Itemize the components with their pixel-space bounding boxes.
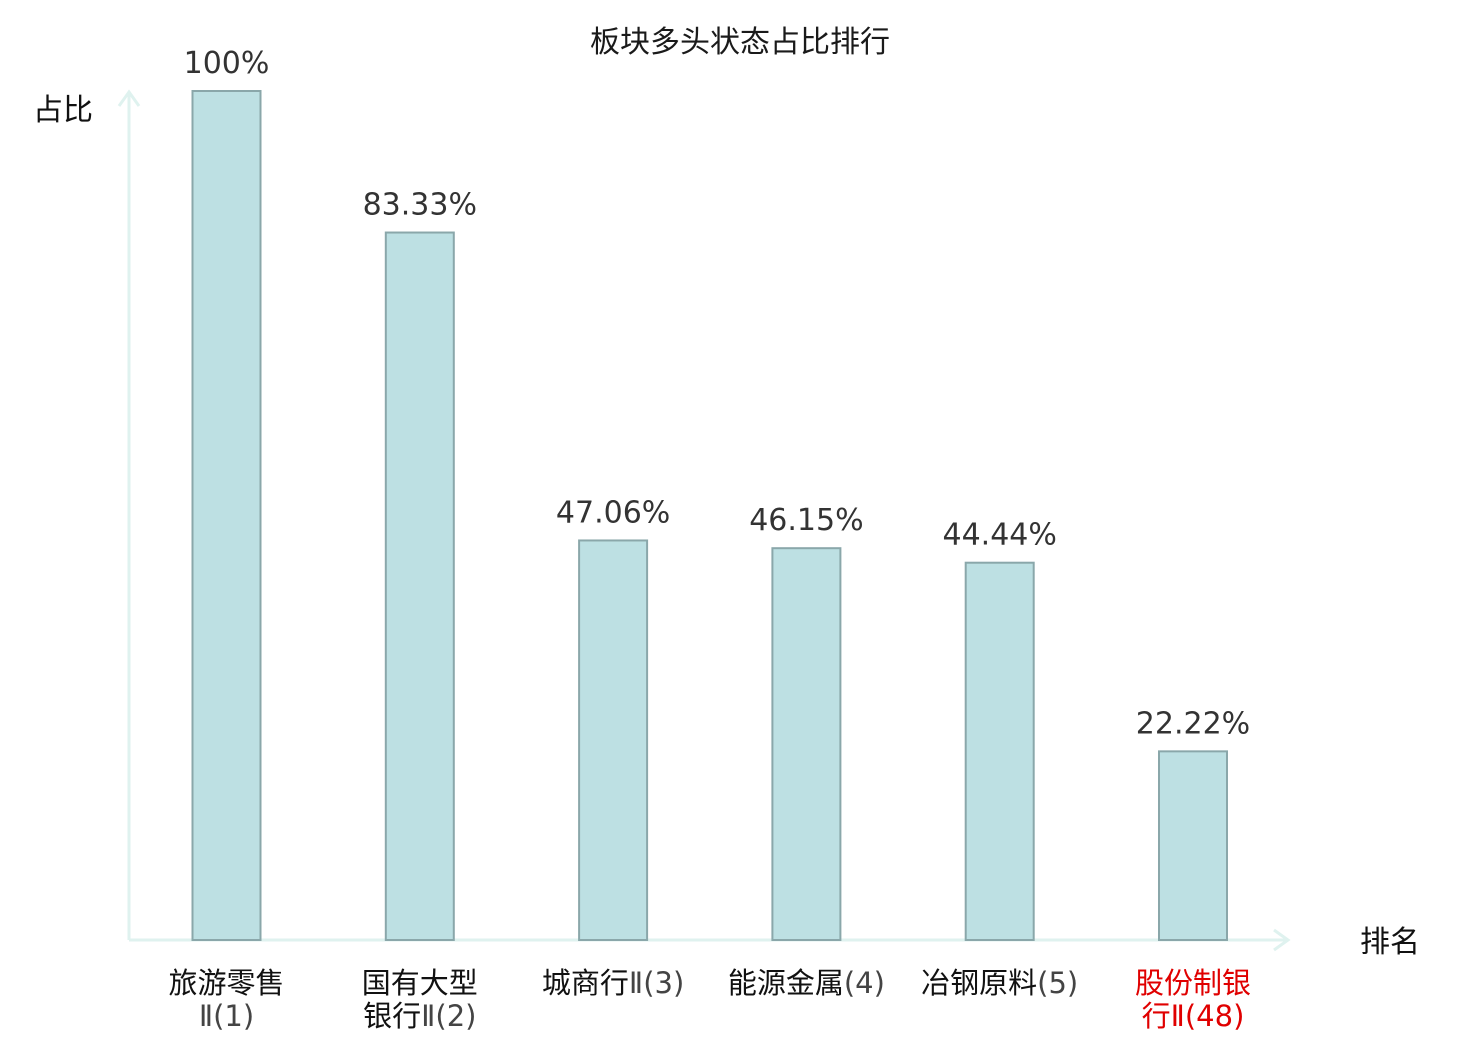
bars [191,90,1228,942]
x-tick-label: 冶钢原料(5) [921,966,1078,1000]
x-tick-label: 国有大型 [362,966,478,1000]
data-label: 83.33% [363,188,477,223]
x-tick-name: 银行 [363,999,421,1033]
x-tick-name: 能源金属 [728,966,844,1000]
x-tick-name: 冶钢原料 [921,966,1037,1000]
y-axis-arrow-icon [117,89,141,107]
chart-title: 板块多头状态占比排行 [590,25,890,60]
bar [964,561,1035,941]
x-tick-name: 行 [1142,999,1171,1033]
x-axis-arrow-icon [1273,928,1291,952]
x-tick-name: 旅游零售 [168,966,284,1000]
x-tick-label: 能源金属(4) [728,966,885,1000]
x-tick-label: 银行Ⅱ(2) [363,999,476,1033]
x-tick-rank: Ⅱ(2) [421,999,476,1033]
x-tick-name: 股份制银 [1135,966,1251,1000]
data-label: 22.22% [1136,706,1250,741]
bar [1158,750,1228,941]
x-axis-label: 排名 [1360,925,1420,960]
y-axis-label: 占比 [33,93,93,128]
x-tick-label: 城商行Ⅱ(3) [542,966,684,1000]
x-tick-rank: Ⅱ(48) [1171,999,1245,1033]
x-tick-label: 旅游零售 [168,966,284,1000]
x-tick-rank: (5) [1037,966,1078,1000]
x-tick-rank: Ⅱ(1) [199,999,254,1033]
bar [578,539,649,941]
x-tick-name: 城商行 [542,966,629,1000]
bar [384,231,455,941]
x-axis: 排名 [129,925,1420,960]
x-tick-name: 国有大型 [362,966,478,1000]
data-label: 47.06% [556,495,670,530]
x-tick-label: Ⅱ(1) [199,999,254,1033]
x-tick-rank: Ⅱ(3) [629,966,684,1000]
data-label: 44.44% [943,518,1057,553]
data-label: 46.15% [749,503,863,538]
x-tick-label: 行Ⅱ(48) [1142,999,1245,1033]
value-labels: 100% 83.33% 47.06% 46.15% 44.44% 22.22% [184,46,1251,741]
bar [191,90,262,941]
data-label: 100% [184,46,270,81]
bar [771,547,842,942]
y-axis: 占比 [33,89,141,940]
x-tick-rank: (4) [844,966,885,1000]
x-tick-label: 股份制银 [1135,966,1251,1000]
